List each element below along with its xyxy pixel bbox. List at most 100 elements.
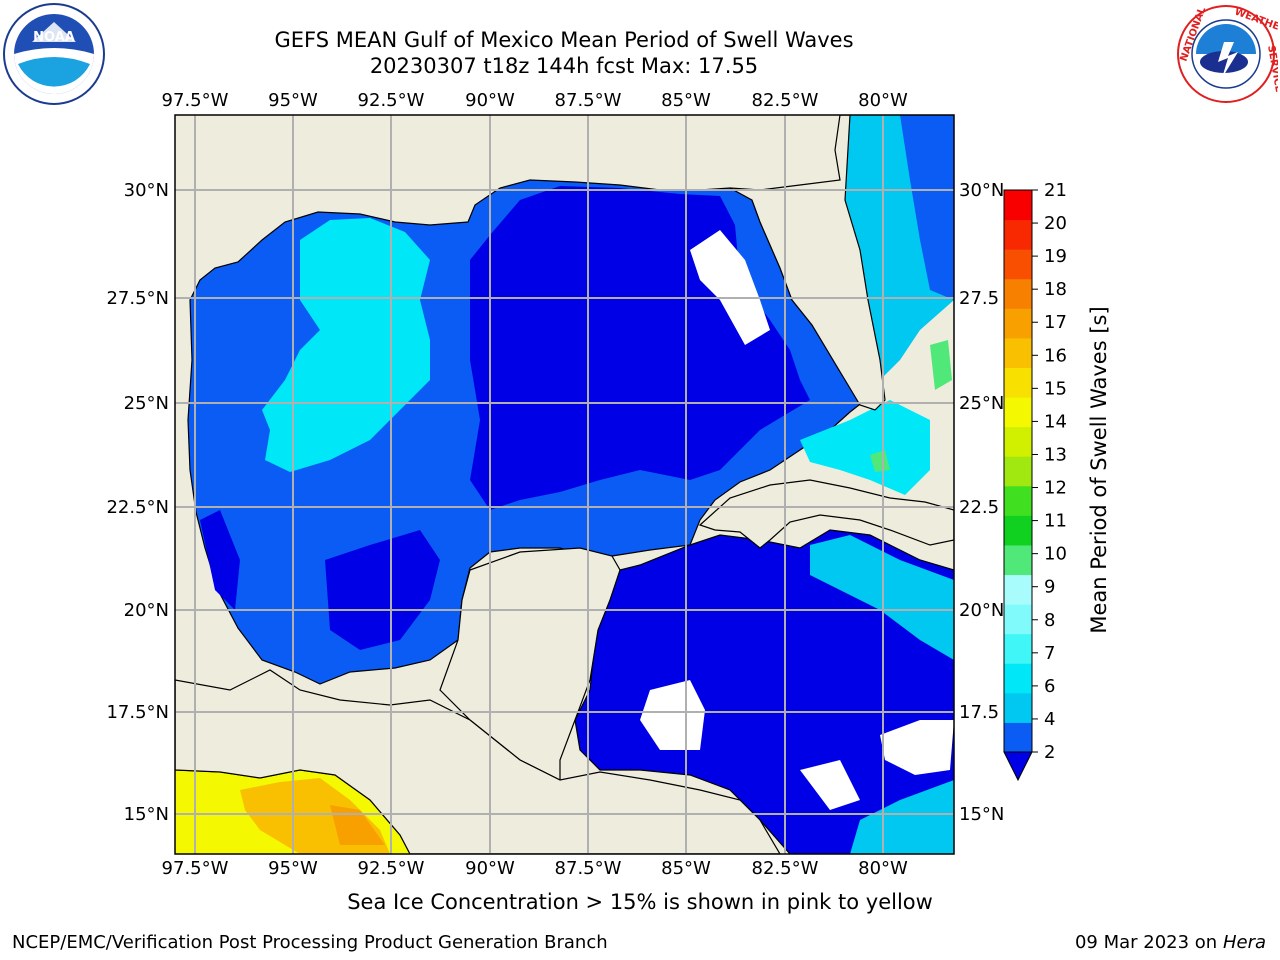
lat-label-left: 30°N <box>124 180 169 201</box>
cuba-land <box>698 479 954 549</box>
colorbar-tick-label: 17 <box>1044 312 1067 333</box>
colorbar-swatch <box>1004 663 1032 694</box>
machine-name: Hera <box>1222 932 1266 953</box>
colorbar-tick-label: 16 <box>1044 345 1067 366</box>
chart-title-line2: 20230307 t18z 144h fcst Max: 17.55 <box>369 54 759 78</box>
lon-label-top: 87.5°W <box>555 90 622 111</box>
lon-labels-bottom: 97.5°W 95°W 92.5°W 90°W 87.5°W 85°W 82.5… <box>162 858 908 879</box>
lon-label-top: 85°W <box>661 90 711 111</box>
noaa-logo: NOAA <box>3 3 105 105</box>
bahamas-cyan-area <box>800 400 930 495</box>
colorbar-tick-label: 9 <box>1044 577 1055 598</box>
colorbar: 2 4 6 7 8 9 10 11 12 13 14 15 16 17 18 19 20 21 <box>1003 180 1067 782</box>
colorbar-swatch <box>1004 456 1032 487</box>
lat-label-right: 22.5 <box>959 497 999 518</box>
date-value: 09 Mar 2023 on <box>1074 932 1218 953</box>
nodata-patch-florida-west <box>690 230 770 345</box>
western-gulf-deep-patch <box>325 530 440 650</box>
map-frame <box>174 114 955 855</box>
lon-label-top: 90°W <box>465 90 515 111</box>
colorbar-tick-label: 15 <box>1044 378 1067 399</box>
lon-label-top: 95°W <box>268 90 318 111</box>
colorbar-tick-label: 21 <box>1044 180 1067 201</box>
lon-label-bottom: 85°W <box>661 858 711 879</box>
lat-label-right: 17.5 <box>959 702 999 723</box>
lat-label-right: 15°N <box>959 804 1004 825</box>
lon-label-bottom: 82.5°W <box>752 858 819 879</box>
colorbar-swatch <box>1004 337 1032 368</box>
central-america-land <box>175 669 781 854</box>
atlantic-blue-area <box>900 115 954 300</box>
colorbar-swatch <box>1004 485 1032 516</box>
lat-label-left: 27.5°N <box>106 288 169 309</box>
lon-label-top: 92.5°W <box>358 90 425 111</box>
lat-label-right: 27.5 <box>959 288 999 309</box>
colorbar-swatch <box>1004 278 1032 309</box>
lat-label-right: 20°N <box>959 600 1004 621</box>
western-coast-deep-patch <box>200 510 240 610</box>
colorbar-tick-label: 6 <box>1044 676 1055 697</box>
lat-labels-right: 30°N 27.5 25°N 22.5 20°N 17.5 15°N <box>959 180 1004 825</box>
colorbar-tick-label: 19 <box>1044 246 1067 267</box>
date-text: 09 Mar 2023 on Hera <box>1075 932 1266 953</box>
colorbar-tick-label: 12 <box>1044 478 1067 499</box>
colorbar-swatch <box>1004 722 1032 753</box>
colorbar-swatch <box>1004 544 1032 576</box>
colorbar-tick-label: 14 <box>1044 411 1067 432</box>
lat-label-left: 17.5°N <box>106 702 169 723</box>
colorbar-swatch <box>1004 574 1032 605</box>
colorbar-tick-label: 7 <box>1044 643 1055 664</box>
lon-label-bottom: 80°W <box>858 858 908 879</box>
lat-label-left: 25°N <box>124 393 169 414</box>
colorbar-swatch <box>1004 604 1032 635</box>
colorbar-tick-label: 18 <box>1044 279 1067 300</box>
atlantic-green-patch <box>930 340 952 390</box>
caribbean-southeast-cyan <box>850 780 954 854</box>
colorbar-swatch <box>1004 219 1032 250</box>
bahamas-green-patch <box>870 450 890 472</box>
colorbar-extend-arrow <box>1003 751 1033 782</box>
lon-label-bottom: 92.5°W <box>358 858 425 879</box>
lon-label-top: 97.5°W <box>162 90 229 111</box>
lon-labels-top: 97.5°W 95°W 92.5°W 90°W 87.5°W 85°W 82.5… <box>162 90 908 111</box>
colorbar-swatch <box>1004 692 1032 723</box>
lon-label-top: 80°W <box>858 90 908 111</box>
colorbar-tick-label: 13 <box>1044 444 1067 465</box>
lat-label-right: 25°N <box>959 393 1004 414</box>
credit-text: NCEP/EMC/Verification Post Processing Pr… <box>12 932 608 953</box>
colorbar-swatch <box>1004 633 1032 664</box>
colorbar-tick-label: 4 <box>1044 709 1055 730</box>
colorbar-swatch <box>1004 397 1032 428</box>
colorbar-swatch <box>1004 249 1032 280</box>
chart-title-line1: GEFS MEAN Gulf of Mexico Mean Period of … <box>274 28 854 52</box>
colorbar-swatch <box>1004 426 1032 457</box>
lat-label-left: 15°N <box>124 804 169 825</box>
yucatan-land <box>439 547 621 781</box>
colorbar-tick-label: 20 <box>1044 213 1067 234</box>
colorbar-swatch <box>1004 515 1032 546</box>
western-gulf-cyan-area <box>262 218 430 472</box>
colorbar-tick-label: 10 <box>1044 544 1067 565</box>
lon-label-bottom: 87.5°W <box>555 858 622 879</box>
colorbar-swatch <box>1004 190 1032 221</box>
colorbar-tick-label: 11 <box>1044 511 1067 532</box>
lat-label-left: 22.5°N <box>106 497 169 518</box>
lon-label-top: 82.5°W <box>752 90 819 111</box>
lat-label-right: 30°N <box>959 180 1004 201</box>
colorbar-frame <box>1003 189 1033 753</box>
nodata-patch-caribbean3 <box>800 760 860 810</box>
colorbar-label: Mean Period of Swell Waves [s] <box>1087 306 1111 633</box>
lon-label-bottom: 95°W <box>268 858 318 879</box>
nws-logo: NATIONAL WEATHER SERVICE <box>1176 4 1278 104</box>
nodata-patch-caribbean1 <box>640 680 705 750</box>
nodata-patch-caribbean2 <box>880 720 954 775</box>
lat-label-left: 20°N <box>124 600 169 621</box>
noaa-logo-text: NOAA <box>33 30 75 45</box>
sea-ice-note: Sea Ice Concentration > 15% is shown in … <box>347 890 933 914</box>
colorbar-tick-label: 2 <box>1044 742 1055 763</box>
lon-label-bottom: 90°W <box>465 858 515 879</box>
map-gridlines <box>175 115 954 854</box>
lat-labels-left: 30°N 27.5°N 25°N 22.5°N 20°N 17.5°N 15°N <box>106 180 169 825</box>
lon-label-bottom: 97.5°W <box>162 858 229 879</box>
